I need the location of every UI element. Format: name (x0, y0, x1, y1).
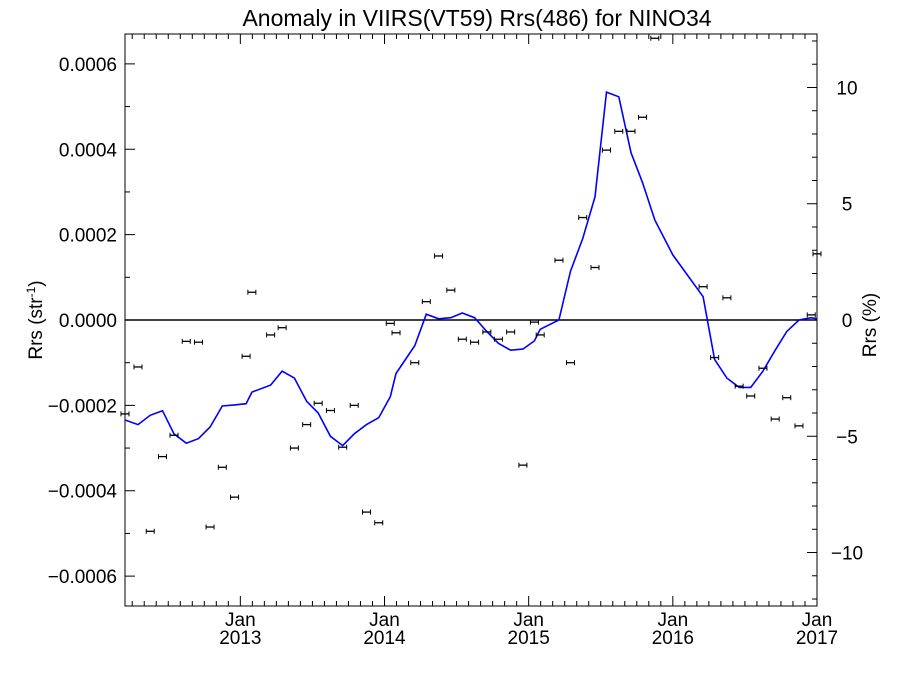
data-point (650, 35, 660, 41)
x-tick-label-month: Jan (802, 610, 833, 631)
data-point (421, 299, 431, 305)
data-point (554, 257, 564, 263)
data-point (325, 407, 335, 413)
data-point (277, 325, 287, 331)
chart-title: Anomaly in VIIRS(VT59) Rrs(486) for NINO… (242, 5, 711, 31)
data-point (493, 336, 503, 342)
data-point (746, 393, 756, 399)
y-axis-left-label: Rrs (str-1) (24, 280, 47, 359)
data-point (349, 402, 359, 408)
y-right-tick-label: 10 (836, 78, 857, 99)
data-point (770, 416, 780, 422)
data-point (217, 464, 227, 470)
y-left-tick-label: −0.0006 (48, 567, 117, 588)
data-point (794, 423, 804, 429)
y-axis-left-label-close: ) (26, 280, 47, 286)
data-point (157, 454, 167, 460)
data-point (782, 395, 792, 401)
data-point (457, 336, 467, 342)
x-tick-label-month: Jan (658, 610, 689, 631)
data-point (590, 264, 600, 270)
y-axis-right: 10 5 0 −5 −10 (807, 40, 863, 600)
data-point (529, 319, 539, 325)
data-point (361, 509, 371, 515)
y-left-tick-label: 0.0000 (59, 311, 117, 332)
data-point (518, 462, 528, 468)
data-point (602, 147, 612, 153)
data-point (247, 289, 257, 295)
y-right-tick-label: −5 (836, 427, 858, 448)
data-point (470, 339, 480, 345)
y-left-tick-label: 0.0002 (59, 226, 117, 247)
data-point (535, 332, 545, 338)
y-left-tick-label: −0.0002 (48, 396, 117, 417)
data-point (710, 355, 720, 361)
y-axis-left-label-main: Rrs (str (26, 297, 47, 360)
data-point (120, 411, 130, 417)
data-point (758, 365, 768, 371)
data-point (434, 253, 444, 259)
rrs-anomaly-series (120, 35, 822, 534)
data-point (812, 251, 822, 257)
x-tick-label-month: Jan (369, 610, 400, 631)
data-point (506, 329, 516, 335)
data-point (614, 128, 624, 134)
data-point (338, 444, 348, 450)
x-tick-label-year: 2017 (796, 628, 838, 649)
rrs-percent-series (124, 90, 818, 447)
y-right-tick-label: 5 (842, 195, 853, 216)
y-left-tick-label: −0.0004 (48, 482, 118, 503)
x-tick-label-year: 2013 (219, 628, 261, 649)
data-point (391, 330, 401, 336)
y-left-tick-label: 0.0006 (59, 55, 117, 76)
x-tick-label-year: 2015 (508, 628, 550, 649)
data-point (302, 422, 312, 428)
y-axis-left: 0.0006 0.0004 0.0002 0.0000 −0.0002 −0.0004 −0… (48, 55, 135, 588)
y-axis-left-label-sup: -1 (24, 286, 38, 297)
data-point (241, 353, 251, 359)
data-point (482, 329, 492, 335)
data-point (205, 524, 215, 530)
data-point (410, 360, 420, 366)
y-right-tick-label: −10 (831, 544, 863, 565)
data-point (734, 383, 744, 389)
x-tick-label-year: 2014 (363, 628, 406, 649)
data-point (266, 332, 276, 338)
data-point (626, 128, 636, 134)
y-axis-right-label: Rrs (%) (860, 293, 881, 357)
x-tick-label-month: Jan (513, 610, 544, 631)
data-point (313, 400, 323, 406)
y-left-tick-label: 0.0004 (59, 140, 118, 161)
data-point (169, 432, 179, 438)
data-point (698, 284, 708, 290)
data-point (385, 320, 395, 326)
data-point (374, 520, 384, 526)
data-point (578, 215, 588, 221)
data-point (722, 295, 732, 301)
data-point (230, 494, 240, 500)
data-point (133, 364, 143, 370)
data-point (194, 339, 204, 345)
y-right-tick-label: 0 (842, 311, 853, 332)
data-point (638, 114, 648, 120)
rrs-percent-line (124, 90, 818, 447)
data-point (806, 312, 816, 318)
data-point (181, 338, 191, 344)
data-point (446, 287, 456, 293)
x-tick-label-year: 2016 (652, 628, 694, 649)
x-tick-label-month: Jan (225, 610, 256, 631)
plot-area (120, 33, 822, 607)
data-point (145, 528, 155, 534)
data-point (565, 360, 575, 366)
data-point (289, 445, 299, 451)
